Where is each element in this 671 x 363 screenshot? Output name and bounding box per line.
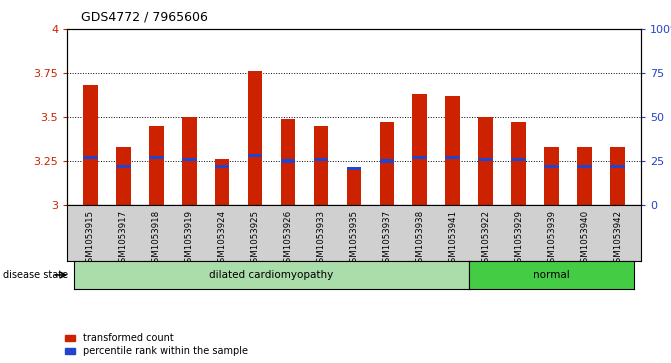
Bar xyxy=(380,159,395,163)
Bar xyxy=(115,165,131,168)
Bar xyxy=(478,117,493,205)
Text: GSM1053937: GSM1053937 xyxy=(382,209,391,268)
Bar xyxy=(182,117,197,205)
Bar xyxy=(413,94,427,205)
Bar xyxy=(611,165,625,168)
Text: GDS4772 / 7965606: GDS4772 / 7965606 xyxy=(81,11,207,24)
Bar xyxy=(313,126,328,205)
Bar xyxy=(248,71,262,205)
Bar xyxy=(215,165,229,168)
Bar xyxy=(182,158,197,161)
Bar xyxy=(446,96,460,205)
Text: GSM1053919: GSM1053919 xyxy=(185,209,194,268)
Bar xyxy=(577,165,592,168)
Text: GSM1053938: GSM1053938 xyxy=(415,209,424,268)
Text: GSM1053918: GSM1053918 xyxy=(152,209,160,268)
Bar xyxy=(313,158,328,161)
Bar xyxy=(346,167,362,170)
Text: GSM1053929: GSM1053929 xyxy=(514,209,523,268)
Text: GSM1053939: GSM1053939 xyxy=(548,209,556,268)
Text: dilated cardiomyopathy: dilated cardiomyopathy xyxy=(209,270,333,280)
Text: normal: normal xyxy=(533,270,570,280)
Bar xyxy=(544,165,559,168)
Bar xyxy=(115,147,131,205)
Bar xyxy=(446,156,460,159)
Bar xyxy=(248,154,262,158)
Bar xyxy=(380,122,395,205)
Bar xyxy=(511,122,526,205)
Bar xyxy=(544,147,559,205)
Text: GSM1053924: GSM1053924 xyxy=(217,209,227,268)
Text: GSM1053933: GSM1053933 xyxy=(317,209,325,268)
Bar xyxy=(511,158,526,161)
Bar xyxy=(149,156,164,159)
Text: GSM1053940: GSM1053940 xyxy=(580,209,589,268)
Text: GSM1053941: GSM1053941 xyxy=(448,209,458,268)
Bar xyxy=(280,159,295,163)
Text: GSM1053935: GSM1053935 xyxy=(350,209,358,268)
Bar xyxy=(83,85,97,205)
Legend: transformed count, percentile rank within the sample: transformed count, percentile rank withi… xyxy=(65,333,248,356)
Bar xyxy=(149,126,164,205)
Bar xyxy=(611,147,625,205)
Text: GSM1053915: GSM1053915 xyxy=(86,209,95,268)
Text: GSM1053926: GSM1053926 xyxy=(284,209,293,268)
Text: GSM1053917: GSM1053917 xyxy=(119,209,127,268)
Text: GSM1053925: GSM1053925 xyxy=(250,209,260,268)
Bar xyxy=(478,158,493,161)
Text: disease state: disease state xyxy=(3,270,68,280)
Bar xyxy=(577,147,592,205)
Bar xyxy=(280,119,295,205)
Bar xyxy=(346,168,362,205)
Text: GSM1053922: GSM1053922 xyxy=(481,209,491,268)
Bar xyxy=(413,156,427,159)
Text: GSM1053942: GSM1053942 xyxy=(613,209,622,268)
Bar xyxy=(215,159,229,205)
Bar xyxy=(83,156,97,159)
